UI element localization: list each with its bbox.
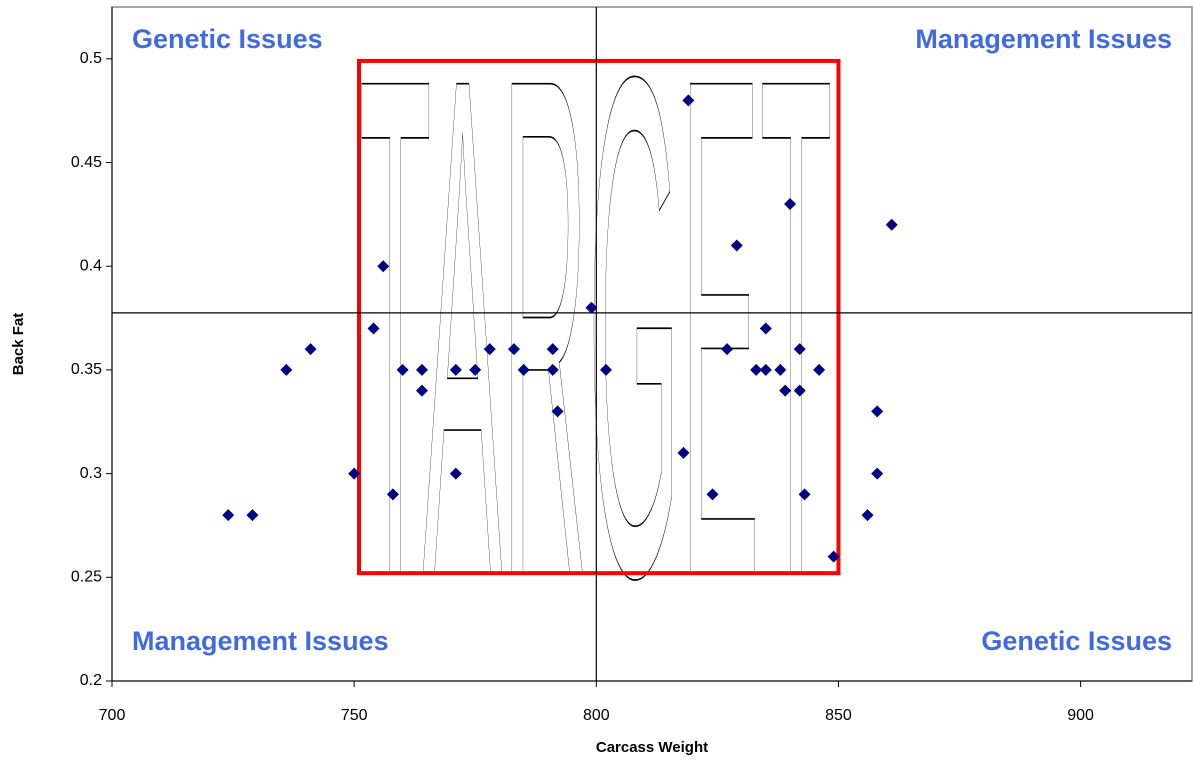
- y-tick-label: 0.4: [80, 257, 102, 274]
- x-tick-label: 850: [825, 707, 852, 724]
- data-point: [759, 322, 772, 335]
- data-point: [348, 467, 361, 480]
- data-point: [222, 509, 235, 522]
- data-point: [677, 446, 690, 459]
- data-point: [483, 343, 496, 356]
- y-tick-label: 0.35: [71, 361, 102, 378]
- x-tick-label: 800: [583, 707, 610, 724]
- data-point: [861, 509, 874, 522]
- data-point: [280, 363, 293, 376]
- data-point: [871, 467, 884, 480]
- data-point: [871, 405, 884, 418]
- data-point: [779, 384, 792, 397]
- data-point: [449, 467, 462, 480]
- data-point: [386, 488, 399, 501]
- data-point: [396, 363, 409, 376]
- quadrant-label: Genetic Issues: [981, 626, 1172, 656]
- data-point: [246, 509, 259, 522]
- data-point: [774, 363, 787, 376]
- quadrant-label: Management Issues: [915, 24, 1172, 54]
- data-point: [585, 301, 598, 314]
- data-point: [469, 363, 482, 376]
- data-point: [377, 260, 390, 273]
- data-point: [682, 94, 695, 107]
- target-box: [356, 58, 841, 576]
- data-point: [721, 343, 734, 356]
- y-tick-label: 0.45: [71, 154, 102, 171]
- y-tick-label: 0.5: [80, 50, 102, 67]
- x-axis-title: Carcass Weight: [596, 739, 708, 756]
- data-point: [507, 343, 520, 356]
- data-point: [599, 363, 612, 376]
- y-tick-label: 0.3: [80, 465, 102, 482]
- data-point: [517, 363, 530, 376]
- data-point: [415, 363, 428, 376]
- x-tick-label: 750: [341, 707, 368, 724]
- data-point: [798, 488, 811, 501]
- data-point: [546, 363, 559, 376]
- data-point: [551, 405, 564, 418]
- data-point: [449, 363, 462, 376]
- y-tick-label: 0.2: [80, 672, 102, 689]
- x-tick-label: 700: [99, 707, 126, 724]
- quadrant-label: Genetic Issues: [132, 24, 323, 54]
- data-point: [784, 198, 797, 211]
- quadrant-label: Management Issues: [132, 626, 389, 656]
- data-point: [759, 363, 772, 376]
- x-tick-label: 900: [1067, 707, 1094, 724]
- data-point: [793, 384, 806, 397]
- data-point: [730, 239, 743, 252]
- data-point: [813, 363, 826, 376]
- data-point: [706, 488, 719, 501]
- data-point: [885, 218, 898, 231]
- data-point: [750, 363, 763, 376]
- data-point: [304, 343, 317, 356]
- data-point: [827, 550, 840, 563]
- y-axis-title: Back Fat: [10, 313, 27, 376]
- y-tick-label: 0.25: [71, 569, 102, 586]
- data-point: [415, 384, 428, 397]
- data-point: [546, 343, 559, 356]
- data-point: [367, 322, 380, 335]
- data-point: [793, 343, 806, 356]
